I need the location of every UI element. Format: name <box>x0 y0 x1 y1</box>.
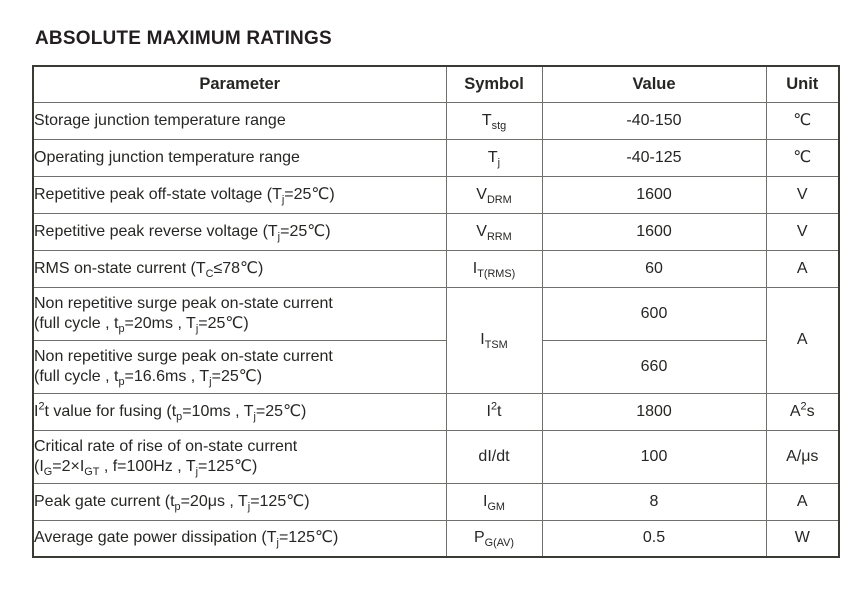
param-cell: Peak gate current (tp=20μs , Tj=125℃) <box>32 482 447 521</box>
table-row: Peak gate current (tp=20μs , Tj=125℃) IGM… <box>32 482 840 521</box>
param-cell: Non repetitive surge peak on-state curre… <box>32 286 447 341</box>
table-body: Storage junction temperature range Tstg -4… <box>32 101 840 558</box>
symbol-cell: VRRM <box>445 212 543 251</box>
value-cell: 100 <box>541 429 767 484</box>
table-row: Repetitive peak off-state voltage (Tj=25… <box>32 175 840 214</box>
table-row: Average gate power dissipation (Tj=125℃)… <box>32 519 840 558</box>
table-row: I2t value for fusing (tp=10ms , Tj=25℃) I… <box>32 392 840 431</box>
symbol-cell: PG(AV) <box>445 519 543 558</box>
param-cell: Operating junction temperature range <box>32 138 447 177</box>
symbol-cell: Tj <box>445 138 543 177</box>
symbol-cell: I2t <box>445 392 543 431</box>
symbol-cell: VDRM <box>445 175 543 214</box>
value-cell: 60 <box>541 249 767 288</box>
param-cell: I2t value for fusing (tp=10ms , Tj=25℃) <box>32 392 447 431</box>
header-cell-unit: Unit <box>765 65 840 103</box>
value-cell: 8 <box>541 482 767 521</box>
param-cell: Repetitive peak off-state voltage (Tj=25… <box>32 175 447 214</box>
table-row: RMS on-state current (TC≤78℃) IT(RMS) 60 A <box>32 249 840 288</box>
absolute-maximum-ratings-table: Parameter Symbol Value Unit Storage junctio… <box>32 65 840 558</box>
symbol-cell: Tstg <box>445 101 543 140</box>
table-row: Non repetitive surge peak on-state curre… <box>32 286 840 394</box>
param-cell: Repetitive peak reverse voltage (Tj=25℃) <box>32 212 447 251</box>
unit-cell: A2s <box>765 392 840 431</box>
value-cell: 0.5 <box>541 519 767 558</box>
unit-cell: ℃ <box>765 101 840 140</box>
value-cell: -40-150 <box>541 101 767 140</box>
table-row: Non repetitive surge peak on-state curre… <box>32 339 839 394</box>
table-row: Critical rate of rise of on-state curren… <box>32 429 840 484</box>
value-cell: 1600 <box>541 175 767 214</box>
table-row: Operating junction temperature range Tj -4… <box>32 138 840 177</box>
unit-cell: A/μs <box>765 429 840 484</box>
header-cell-parameter: Parameter <box>32 65 447 103</box>
unit-cell: V <box>765 212 840 251</box>
header-row: Parameter Symbol Value Unit <box>32 65 840 103</box>
value-cell: 600 <box>541 286 767 341</box>
symbol-cell: ITSM <box>445 286 543 394</box>
unit-cell: W <box>765 519 840 558</box>
unit-cell: ℃ <box>765 138 840 177</box>
symbol-cell: IGM <box>445 482 543 521</box>
page-title: ABSOLUTE MAXIMUM RATINGS <box>35 28 332 49</box>
table-row: Repetitive peak reverse voltage (Tj=25℃)… <box>32 212 840 251</box>
table-row: Storage junction temperature range Tstg -4… <box>32 101 840 140</box>
symbol-cell: dI/dt <box>445 429 543 484</box>
header-cell-value: Value <box>541 65 767 103</box>
param-cell: Critical rate of rise of on-state curren… <box>32 429 447 484</box>
value-cell: 660 <box>541 339 767 394</box>
param-cell: RMS on-state current (TC≤78℃) <box>32 249 447 288</box>
unit-cell: A <box>765 249 840 288</box>
param-cell: Non repetitive surge peak on-state curre… <box>32 339 447 394</box>
param-cell: Storage junction temperature range <box>32 101 447 140</box>
unit-cell: V <box>765 175 840 214</box>
symbol-cell: IT(RMS) <box>445 249 543 288</box>
unit-cell: A <box>765 482 840 521</box>
value-cell: 1800 <box>541 392 767 431</box>
value-cell: -40-125 <box>541 138 767 177</box>
header-cell-symbol: Symbol <box>445 65 543 103</box>
table-header: Parameter Symbol Value Unit <box>32 65 840 103</box>
value-cell: 1600 <box>541 212 767 251</box>
param-cell: Average gate power dissipation (Tj=125℃) <box>32 519 447 558</box>
unit-cell: A <box>765 286 840 394</box>
